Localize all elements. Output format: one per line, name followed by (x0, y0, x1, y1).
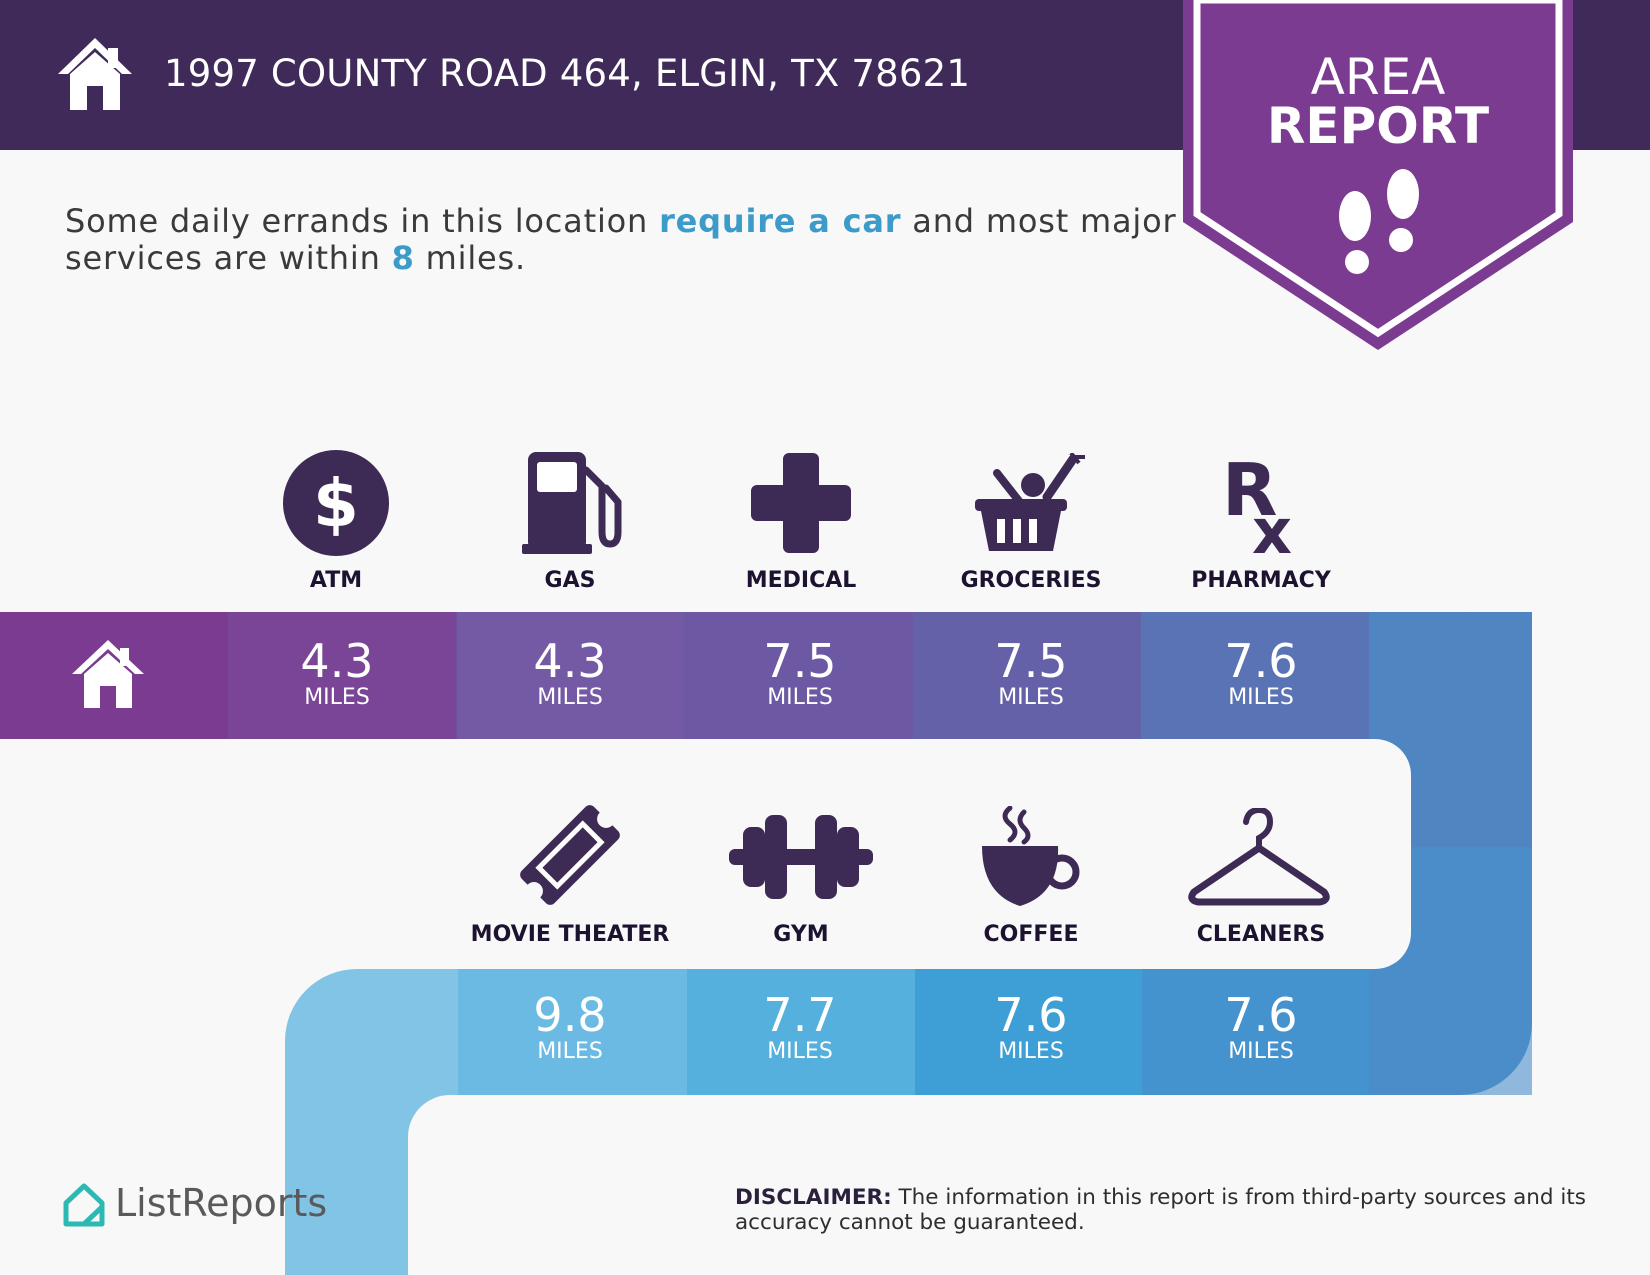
distance-groceries: 7.5 MILES (994, 634, 1068, 710)
disclaimer-label: DISCLAIMER: (735, 1185, 892, 1210)
label-groceries: GROCERIES (960, 568, 1102, 593)
distance-cleaners: 7.6 MILES (1224, 988, 1298, 1064)
label-movie-theater: MOVIE THEATER (470, 922, 670, 947)
label-pharmacy: PHARMACY (1191, 568, 1331, 593)
footprints-icon (1339, 169, 1419, 274)
medical-cross-icon (751, 453, 851, 553)
coffee-cup-icon (982, 806, 1080, 906)
gas-pump-icon (522, 452, 622, 554)
svg-text:R: R (1222, 455, 1277, 532)
grocery-basket-icon (975, 453, 1085, 551)
label-medical: MEDICAL (745, 568, 857, 593)
label-gas: GAS (544, 568, 596, 593)
distance-movie-theater: 9.8 MILES (533, 988, 607, 1064)
hanger-icon (1188, 808, 1330, 906)
badge-line-1: AREA (1310, 48, 1446, 106)
segment-cleaners (1142, 969, 1369, 1095)
intro-text: Some daily errands in this location requ… (65, 202, 1177, 277)
svg-text:x: x (1252, 495, 1292, 553)
disclaimer: DISCLAIMER: The information in this repo… (735, 1185, 1595, 1235)
svg-text:$: $ (313, 465, 359, 542)
label-coffee: COFFEE (983, 922, 1079, 947)
home-icon (72, 640, 144, 708)
segment-groceries (913, 612, 1141, 739)
segment-gym (687, 969, 915, 1095)
property-address: 1997 COUNTY ROAD 464, ELGIN, TX 78621 (164, 52, 971, 95)
brand-name: ListReports (115, 1181, 328, 1225)
label-cleaners: CLEANERS (1196, 922, 1326, 947)
segment-pharmacy (1141, 612, 1369, 739)
segment-movie (458, 969, 687, 1095)
listreports-logo-icon (63, 1183, 105, 1227)
distance-medical: 7.5 MILES (763, 634, 837, 710)
label-atm: ATM (309, 568, 363, 593)
highlight-require-car: require a car (659, 202, 902, 240)
distance-atm: 4.3 MILES (300, 634, 374, 710)
distance-gym: 7.7 MILES (763, 988, 837, 1064)
ticket-icon (520, 805, 620, 905)
segment-gas (456, 612, 684, 739)
segment-coffee (915, 969, 1142, 1095)
distance-coffee: 7.6 MILES (994, 988, 1068, 1064)
dumbbell-icon (729, 815, 873, 899)
segment-medical (684, 612, 913, 739)
segment-atm (228, 612, 456, 739)
highlight-miles: 8 (391, 239, 415, 277)
distance-pharmacy: 7.6 MILES (1224, 634, 1298, 710)
label-gym: GYM (773, 922, 829, 947)
distance-gas: 4.3 MILES (533, 634, 607, 710)
area-report-badge (1183, 0, 1573, 350)
badge-line-2: REPORT (1266, 97, 1490, 155)
rx-icon: R x (1222, 455, 1292, 553)
disclaimer-text: The information in this report is from t… (735, 1185, 1587, 1235)
dollar-icon: $ (283, 450, 389, 556)
house-icon (58, 38, 132, 110)
